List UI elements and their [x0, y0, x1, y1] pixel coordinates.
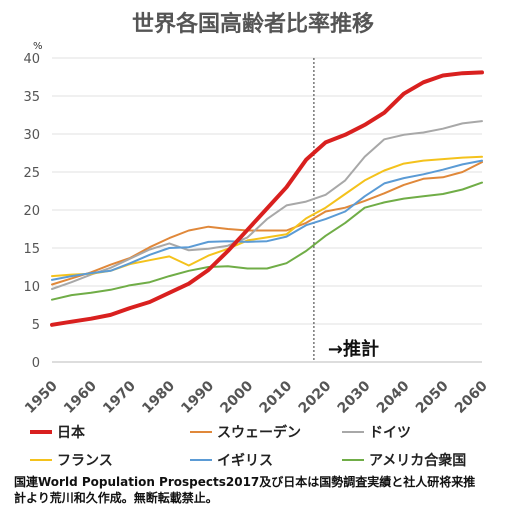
legend-item: アメリカ合衆国: [342, 450, 466, 470]
y-axis-unit-label: %: [33, 41, 43, 52]
line-chart: 0 5 10 15 20 25 30 35 40 1950 1960 1970 1980 1990 200…: [22, 41, 491, 417]
projection-annotation: →推計: [328, 338, 379, 360]
x-tick-label: 2060: [452, 378, 491, 417]
x-tick-label: 1970: [100, 378, 139, 417]
x-tick-label: 2050: [413, 378, 452, 417]
x-tick-label: 2000: [217, 378, 256, 417]
legend-item: スウェーデン: [190, 422, 301, 442]
series-line-5: [51, 181, 483, 301]
x-tick-label: 2010: [257, 378, 296, 417]
legend-item: イギリス: [190, 450, 273, 470]
legend-swatch: [190, 459, 212, 461]
legend-item: ドイツ: [342, 422, 411, 442]
source-note-line-1: 国連World Population Prospects2017及び日本は国勢調…: [14, 475, 476, 489]
series-line-2: [51, 120, 483, 290]
legend-label: イギリス: [217, 453, 273, 469]
y-tick-label: 10: [23, 280, 40, 295]
y-tick-label: 25: [23, 166, 40, 181]
legend-item: 日本: [30, 422, 85, 442]
y-tick-label: 30: [23, 128, 40, 143]
x-tick-label: 1950: [22, 378, 61, 417]
series-line-0: [50, 70, 484, 327]
legend-label: ドイツ: [369, 425, 411, 441]
series-line-1: [51, 161, 483, 286]
legend-swatch: [342, 459, 364, 461]
legend-swatch: [30, 459, 52, 461]
x-tick-label: 2020: [296, 378, 335, 417]
x-tick-label: 1990: [178, 378, 217, 417]
legend-label: スウェーデン: [217, 425, 301, 441]
legend-label: アメリカ合衆国: [369, 453, 467, 469]
legend-swatch: [30, 430, 52, 434]
y-tick-label: 15: [23, 242, 40, 257]
x-tick-label: 2030: [335, 378, 374, 417]
y-tick-label: 35: [23, 90, 40, 105]
y-tick-label: 0: [32, 356, 40, 371]
y-tick-label: 20: [23, 204, 40, 219]
series-line-4: [51, 159, 483, 281]
series-lines: [50, 70, 484, 327]
x-axis-ticks: 1950 1960 1970 1980 1990 2000 2010 2020 2030 2040…: [22, 378, 491, 417]
legend-label: フランス: [57, 453, 113, 469]
y-tick-label: 5: [32, 318, 40, 333]
x-tick-label: 1980: [139, 378, 178, 417]
y-tick-label: 40: [23, 52, 40, 67]
x-tick-label: 2040: [374, 378, 413, 417]
x-tick-label: 1960: [61, 378, 100, 417]
legend-label: 日本: [57, 425, 85, 441]
legend-item: フランス: [30, 450, 113, 470]
y-axis-ticks: 0 5 10 15 20 25 30 35 40: [23, 52, 40, 371]
source-note-line-2: 計より荒川和久作成。無断転載禁止。: [14, 491, 218, 505]
legend-swatch: [342, 431, 364, 433]
source-note: 国連World Population Prospects2017及び日本は国勢調…: [14, 474, 498, 506]
chart-title: 世界各国高齢者比率推移: [131, 12, 374, 37]
legend-swatch: [190, 431, 212, 433]
